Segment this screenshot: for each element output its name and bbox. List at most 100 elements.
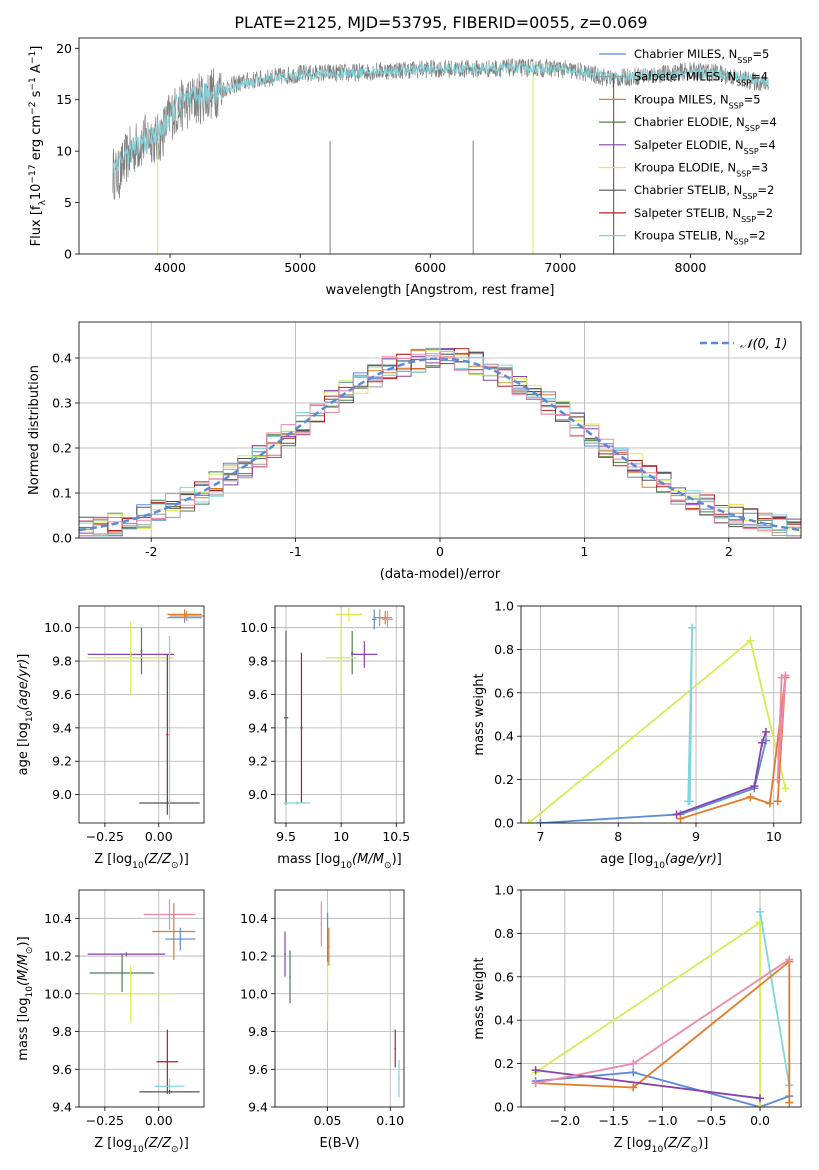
x-label-part: (M/M: [352, 852, 384, 867]
x-label-sub: 10: [653, 861, 665, 871]
weight-marker: [684, 797, 693, 806]
x-tick-label: 10: [333, 829, 349, 844]
y-label-part: 10: [29, 184, 44, 201]
y-tick-label: 9.4: [52, 1100, 72, 1115]
weight-line: [676, 731, 767, 816]
x-label-sub: 10: [132, 1145, 144, 1155]
y-label-part: A: [29, 64, 44, 77]
y-tick-label: 0.2: [52, 441, 72, 456]
figure-title: PLATE=2125, MJD=53795, FIBERID=0055, z=0…: [234, 13, 647, 32]
y-tick-label: 9.8: [52, 654, 72, 669]
x-label-sub: 10: [340, 861, 352, 871]
y-label-sup: −1: [28, 51, 38, 64]
legend-label: Kroupa ELODIE, N: [634, 161, 736, 175]
weight-marker: [688, 623, 697, 632]
y-tick-label: 0.6: [494, 685, 514, 700]
y-label-part: ]: [29, 46, 44, 51]
y-tick-label: 0.2: [494, 1056, 514, 1071]
legend-entry: 𝒩(0, 1): [740, 337, 787, 352]
y-tick-label: 9.4: [248, 1100, 268, 1115]
legend-sub: SSP: [729, 101, 744, 110]
x-axis-label: (data-model)/error: [380, 567, 501, 582]
axes-frame: [274, 605, 405, 824]
x-tick-label: 8: [614, 829, 622, 844]
residual-histogram: [79, 353, 801, 537]
x-tick-label: 10: [766, 829, 782, 844]
y-label-part: mass [log: [16, 998, 31, 1061]
legend-label: Salpeter ELODIE, N: [634, 138, 744, 152]
errorbar-point: [351, 651, 353, 654]
y-label-part: s: [29, 90, 44, 101]
y-tick-label: 9.4: [52, 720, 72, 735]
y-label-part: (age/yr): [16, 659, 31, 711]
legend-label: Chabrier MILES, N: [634, 47, 737, 61]
y-tick-label: 0.0: [494, 1100, 514, 1115]
y-label-sup: −17: [28, 164, 38, 183]
errorbar-point: [168, 913, 171, 916]
legend-label: Kroupa MILES, N: [634, 92, 729, 106]
y-label-part: ]: [16, 654, 31, 659]
y-tick-label: 0.4: [494, 729, 514, 744]
legend-sub: SSP: [737, 56, 752, 65]
x-axis-label: Z [log10(Z/Z⊙)]: [94, 1136, 189, 1155]
y-tick-label: 9.8: [52, 1024, 72, 1039]
legend-label: Chabrier ELODIE, N: [634, 115, 745, 129]
x-tick-label: 0.05: [314, 1113, 342, 1128]
legend-sub: SSP: [744, 146, 759, 155]
y-label-sub: 10: [25, 986, 35, 998]
legend-sub: SSP: [745, 124, 760, 133]
x-label-sub: 10: [132, 861, 144, 871]
legend-suffix: =5: [744, 92, 761, 106]
y-tick-label: 0.0: [52, 531, 72, 546]
weight-marker: [756, 1094, 765, 1103]
weight-line: [540, 740, 767, 823]
y-tick-label: 10.0: [44, 986, 72, 1001]
y-tick-label: 10.2: [240, 949, 268, 964]
x-label-part: Z [log: [94, 852, 132, 867]
legend-sub: SSP: [736, 78, 751, 87]
x-label-sub: ⊙: [171, 1145, 179, 1155]
panel-spectrum: 4000 5000 6000 7000 8000 0 5 10 15 20 wavelength […: [28, 37, 802, 298]
x-tick-label: 5000: [284, 260, 316, 275]
x-label-part: Z [log: [94, 1136, 132, 1151]
weight-line: [759, 911, 791, 1086]
x-label-sub: ⊙: [384, 861, 392, 871]
weight-marker: [773, 797, 782, 806]
y-tick-label: 9.0: [248, 787, 268, 802]
legend-label: Chabrier STELIB, N: [634, 183, 742, 197]
x-label-part: (Z/Z: [144, 1136, 172, 1151]
weight-marker: [746, 792, 755, 801]
y-axis-label: age [log10(age/yr)]: [16, 654, 35, 776]
weight-marker: [765, 799, 774, 808]
weight-line: [776, 675, 787, 780]
weight-marker: [758, 738, 767, 747]
plot-area-weight_vs_Z: [531, 907, 794, 1107]
errorbar-point: [129, 992, 132, 995]
weight-marker: [676, 814, 685, 823]
x-tick-label: 8000: [675, 260, 707, 275]
panel-age_vs_Z: −0.25 0.009.09.29.49.69.810.0Z [log10(Z/Z…: [16, 605, 205, 871]
y-label-part: erg cm: [29, 115, 44, 164]
panel-mass_vs_Z: −0.25 0.009.49.69.810.010.210.4Z [log10(Z…: [16, 889, 205, 1155]
y-axis-label: mass [log10(M/M⊙)]: [16, 936, 35, 1060]
x-axis-label: Z [log10(Z/Z⊙)]: [614, 1136, 709, 1155]
y-label-part: (M/M: [16, 954, 31, 986]
weight-marker: [750, 782, 759, 791]
x-axis-label: age [log10(age/yr)]: [600, 852, 722, 871]
y-tick-label: 10.0: [240, 986, 268, 1001]
errorbar-point: [121, 972, 123, 974]
errorbar-point: [173, 930, 175, 933]
panel-mass_vs_EBV: 0.05 0.10 9.4 9.6 9.8 10.0 10.2 10.4 E(B-V): [240, 889, 405, 1151]
axes-frame: [78, 889, 205, 1108]
x-tick-label: -2: [145, 544, 157, 559]
y-tick-label: 9.4: [248, 720, 268, 735]
y-tick-label: 0.8: [494, 926, 514, 941]
y-tick-label: 9.8: [248, 1024, 268, 1039]
weight-line: [535, 920, 761, 1107]
errorbar-point: [386, 618, 389, 621]
x-tick-label: −1.5: [599, 1113, 629, 1128]
y-label-sup: −1: [28, 77, 38, 90]
x-axis-label: E(B-V): [319, 1136, 359, 1151]
x-tick-label: −0.25: [86, 829, 124, 844]
